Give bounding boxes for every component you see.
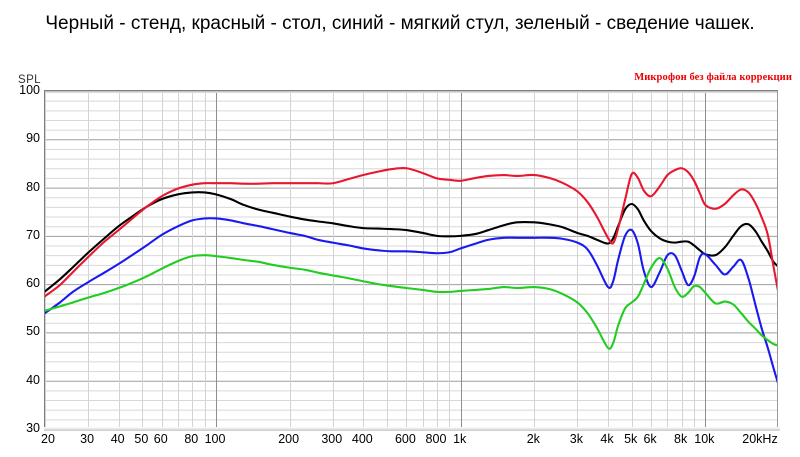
x-tick-3k: 3k bbox=[569, 432, 584, 446]
y-axis-caption: SPL bbox=[18, 74, 41, 86]
x-tick-20kHz: 20kHz bbox=[742, 432, 778, 446]
x-tick-10k: 10k bbox=[694, 432, 715, 446]
series-line-1 bbox=[45, 167, 777, 298]
gridlines bbox=[45, 91, 777, 427]
x-tick-1k: 1k bbox=[453, 432, 467, 446]
x-tick-4k: 4k bbox=[600, 432, 614, 446]
plot-area bbox=[44, 90, 778, 428]
series-line-2 bbox=[45, 217, 777, 384]
chart-annotation: Микрофон без файла коррекции bbox=[634, 72, 792, 83]
y-tick-40: 40 bbox=[26, 372, 40, 387]
y-tick-80: 80 bbox=[26, 179, 40, 194]
y-tick-100: 100 bbox=[19, 83, 40, 97]
x-tick-40: 40 bbox=[110, 432, 125, 446]
y-axis-tick-labels: 100 90 80 70 60 50 40 30 bbox=[0, 83, 40, 435]
x-tick-80: 80 bbox=[184, 432, 199, 446]
chart-title: Черный - стенд, красный - стол, синий - … bbox=[45, 13, 755, 34]
series-line-3 bbox=[45, 254, 777, 350]
x-tick-600: 600 bbox=[394, 432, 416, 446]
x-tick-100: 100 bbox=[204, 432, 226, 446]
x-tick-5k: 5k bbox=[624, 432, 638, 446]
x-tick-200: 200 bbox=[278, 432, 300, 446]
x-axis-tick-labels: 20 30 40 50 60 80 100 200 300 400 600 800 1k 2k 3k 4k 5k… bbox=[41, 432, 778, 454]
y-tick-50: 50 bbox=[26, 324, 40, 339]
x-tick-2k: 2k bbox=[526, 432, 540, 446]
x-tick-50: 50 bbox=[134, 432, 149, 446]
x-tick-30: 30 bbox=[80, 432, 95, 446]
x-tick-300: 300 bbox=[321, 432, 343, 446]
x-axis-bevel bbox=[44, 427, 780, 431]
x-tick-800: 800 bbox=[425, 432, 447, 446]
x-tick-20: 20 bbox=[41, 432, 55, 446]
y-tick-70: 70 bbox=[26, 227, 40, 242]
y-tick-90: 90 bbox=[26, 131, 40, 146]
y-tick-30: 30 bbox=[26, 421, 40, 435]
x-tick-400: 400 bbox=[351, 432, 373, 446]
y-tick-60: 60 bbox=[26, 276, 40, 291]
x-tick-8k: 8k bbox=[674, 432, 688, 446]
x-tick-60: 60 bbox=[153, 432, 168, 446]
x-tick-6k: 6k bbox=[643, 432, 657, 446]
series-line-0 bbox=[45, 191, 777, 293]
plot-canvas bbox=[45, 91, 777, 427]
